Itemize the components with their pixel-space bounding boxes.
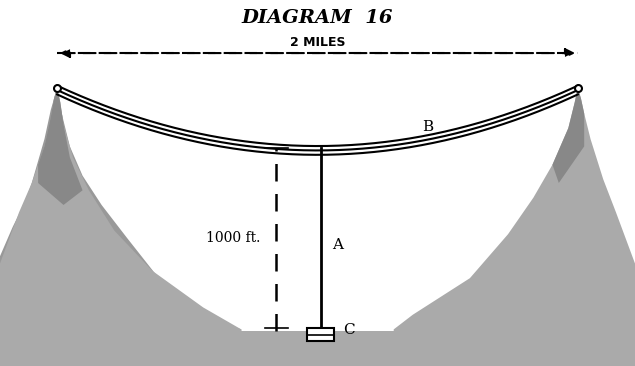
Text: 2 MILES: 2 MILES [290, 36, 345, 49]
Text: A: A [332, 238, 343, 252]
Text: 1000 ft.: 1000 ft. [206, 231, 260, 245]
Text: B: B [422, 120, 434, 134]
Polygon shape [0, 331, 635, 366]
Text: C: C [344, 323, 355, 337]
Text: DIAGRAM  16: DIAGRAM 16 [242, 9, 393, 27]
Polygon shape [552, 88, 584, 183]
Polygon shape [394, 88, 635, 366]
Polygon shape [38, 88, 83, 205]
Polygon shape [0, 88, 241, 366]
Bar [307, 328, 334, 341]
Polygon shape [0, 88, 241, 366]
